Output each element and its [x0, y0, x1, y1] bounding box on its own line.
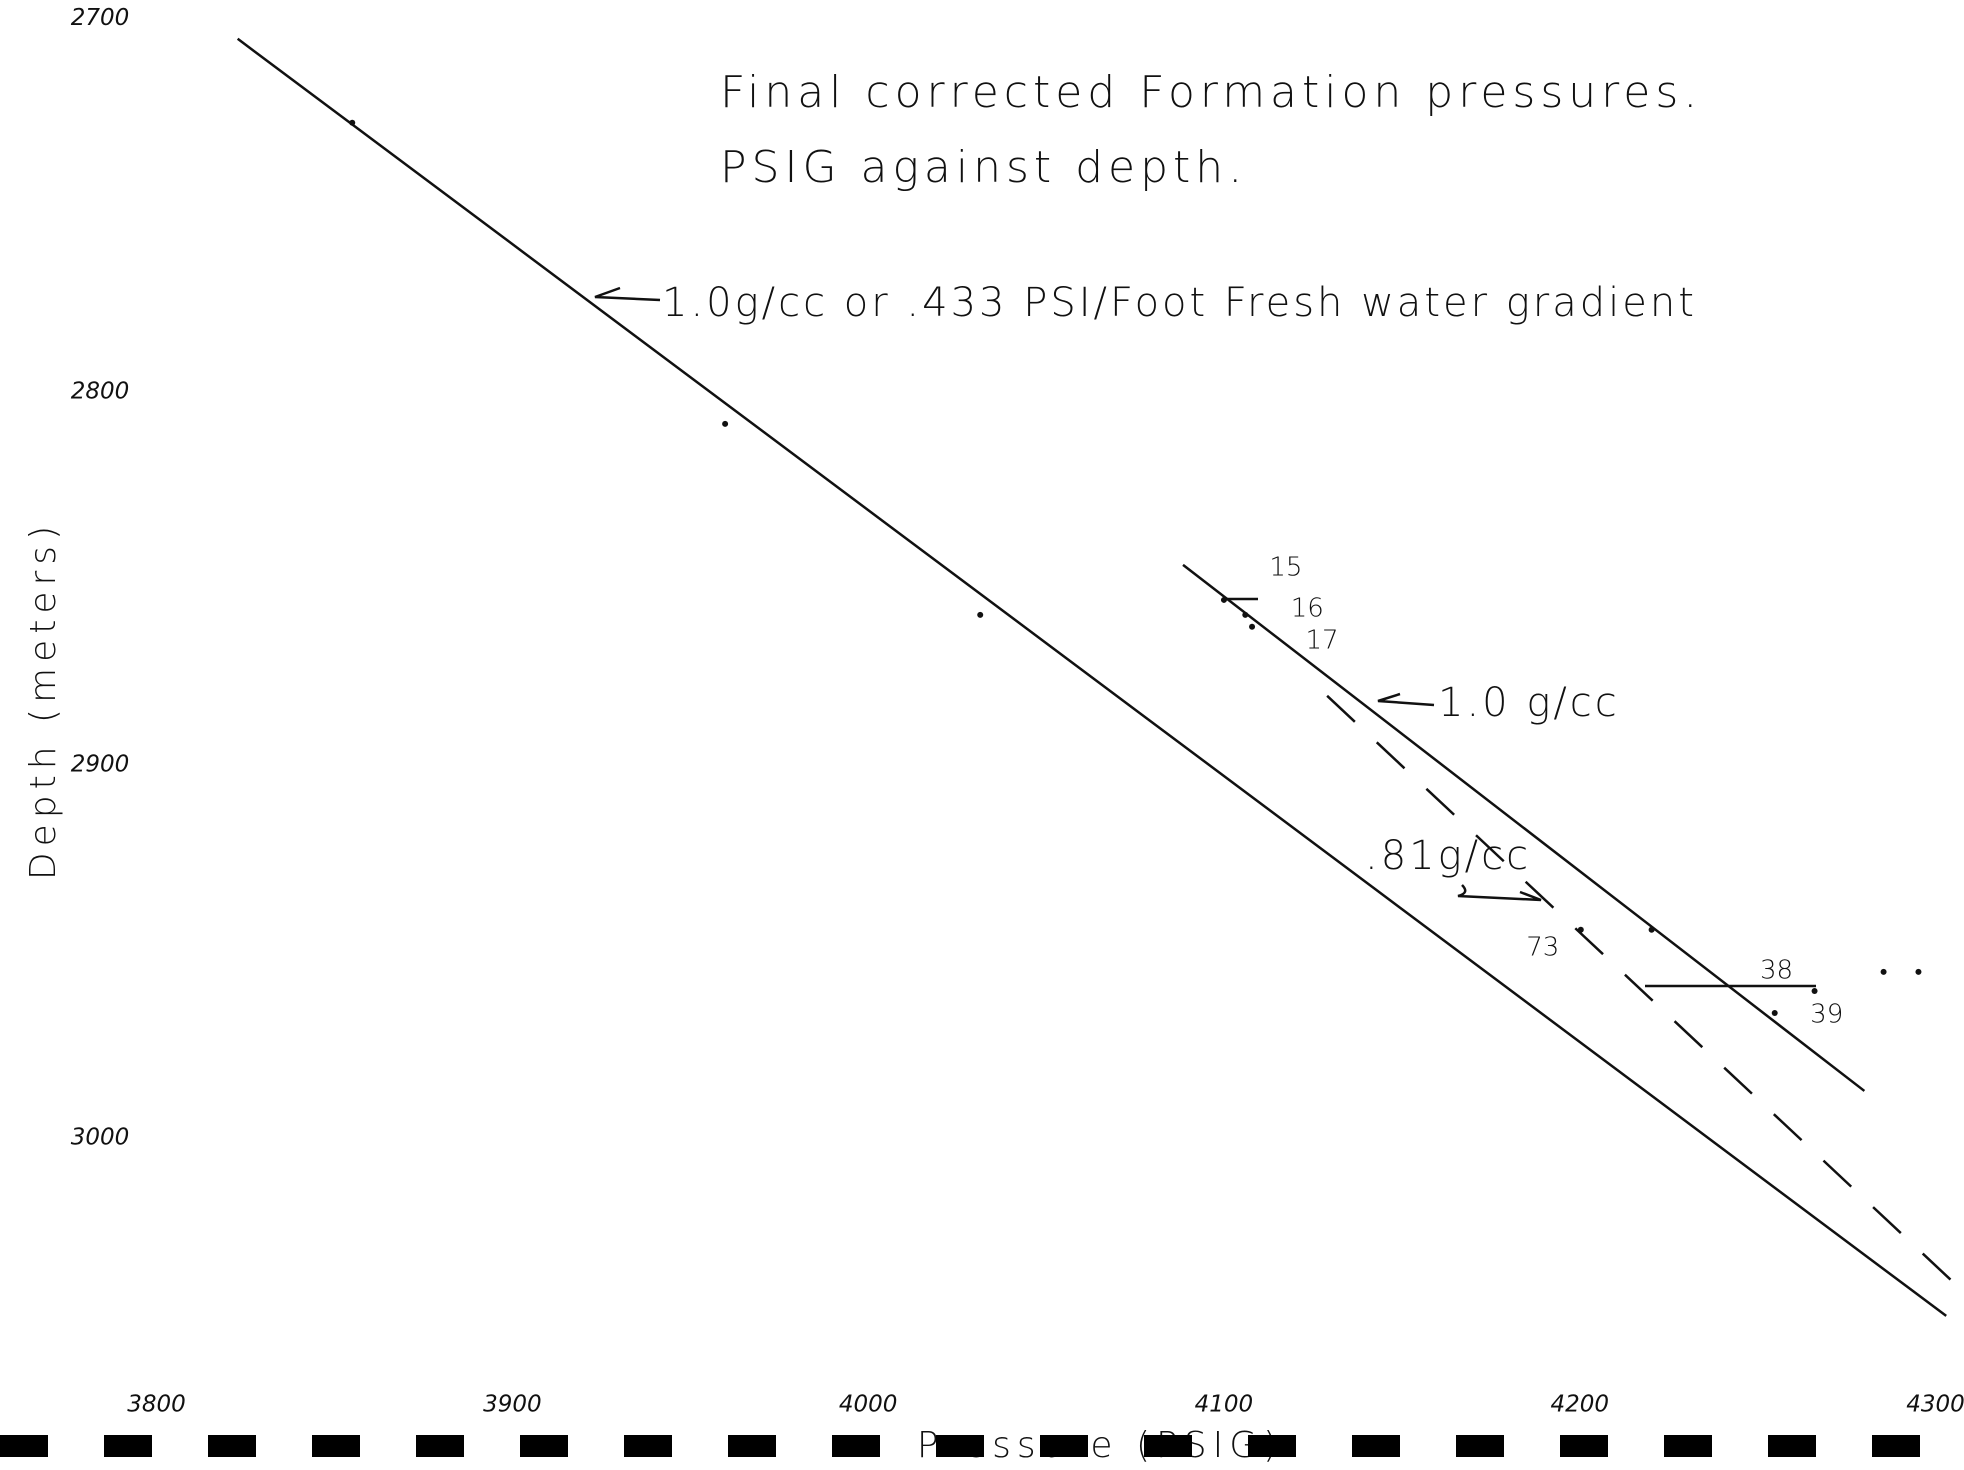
point-label: 38	[1760, 955, 1793, 985]
x-tick-label: 4000	[839, 1392, 898, 1418]
gradient-line	[1183, 565, 1864, 1091]
data-point	[1578, 927, 1584, 933]
point-label: 17	[1306, 625, 1339, 655]
data-point	[1915, 969, 1921, 975]
data-point	[1221, 597, 1227, 603]
data-point	[349, 120, 355, 126]
leader-line	[595, 288, 660, 300]
leader-line	[1458, 885, 1541, 900]
y-tick-label: 3000	[71, 1124, 130, 1150]
x-tick-label: 4300	[1906, 1392, 1964, 1418]
data-point	[977, 612, 983, 618]
data-point	[1812, 988, 1818, 994]
x-tick-label: 4200	[1550, 1392, 1609, 1418]
leader-line	[1378, 694, 1434, 705]
chart-subtitle: PSIG against depth.	[720, 142, 1247, 193]
data-point	[722, 421, 728, 427]
data-point	[1242, 612, 1248, 618]
gradient-line	[238, 39, 1947, 1316]
data-point	[1772, 1010, 1778, 1016]
point-label: 16	[1291, 593, 1324, 623]
y-tick-label: 2900	[71, 751, 130, 777]
y-tick-label: 2800	[71, 378, 130, 404]
point-label: 39	[1810, 999, 1843, 1029]
annotation: 1.0 g/cc	[1438, 680, 1620, 726]
data-point	[1249, 624, 1255, 630]
y-axis-label: Depth (meters)	[23, 520, 64, 880]
data-point	[1649, 927, 1655, 933]
y-tick-label: 2700	[71, 5, 130, 31]
x-tick-label: 3900	[483, 1392, 542, 1418]
x-tick-label: 3800	[127, 1392, 186, 1418]
chart-title: Final corrected Formation pressures.	[720, 67, 1702, 118]
annotation: .81g/cc	[1365, 833, 1531, 879]
point-label: 15	[1269, 552, 1302, 582]
gradient-line	[1327, 696, 1962, 1291]
data-point	[1881, 969, 1887, 975]
annotation: 1.0g/cc or .433 PSI/Foot Fresh water gra…	[662, 280, 1697, 326]
x-tick-label: 4100	[1195, 1392, 1254, 1418]
chart: Final corrected Formation pressures. PSI…	[0, 0, 1964, 1470]
point-label: 73	[1526, 932, 1559, 962]
